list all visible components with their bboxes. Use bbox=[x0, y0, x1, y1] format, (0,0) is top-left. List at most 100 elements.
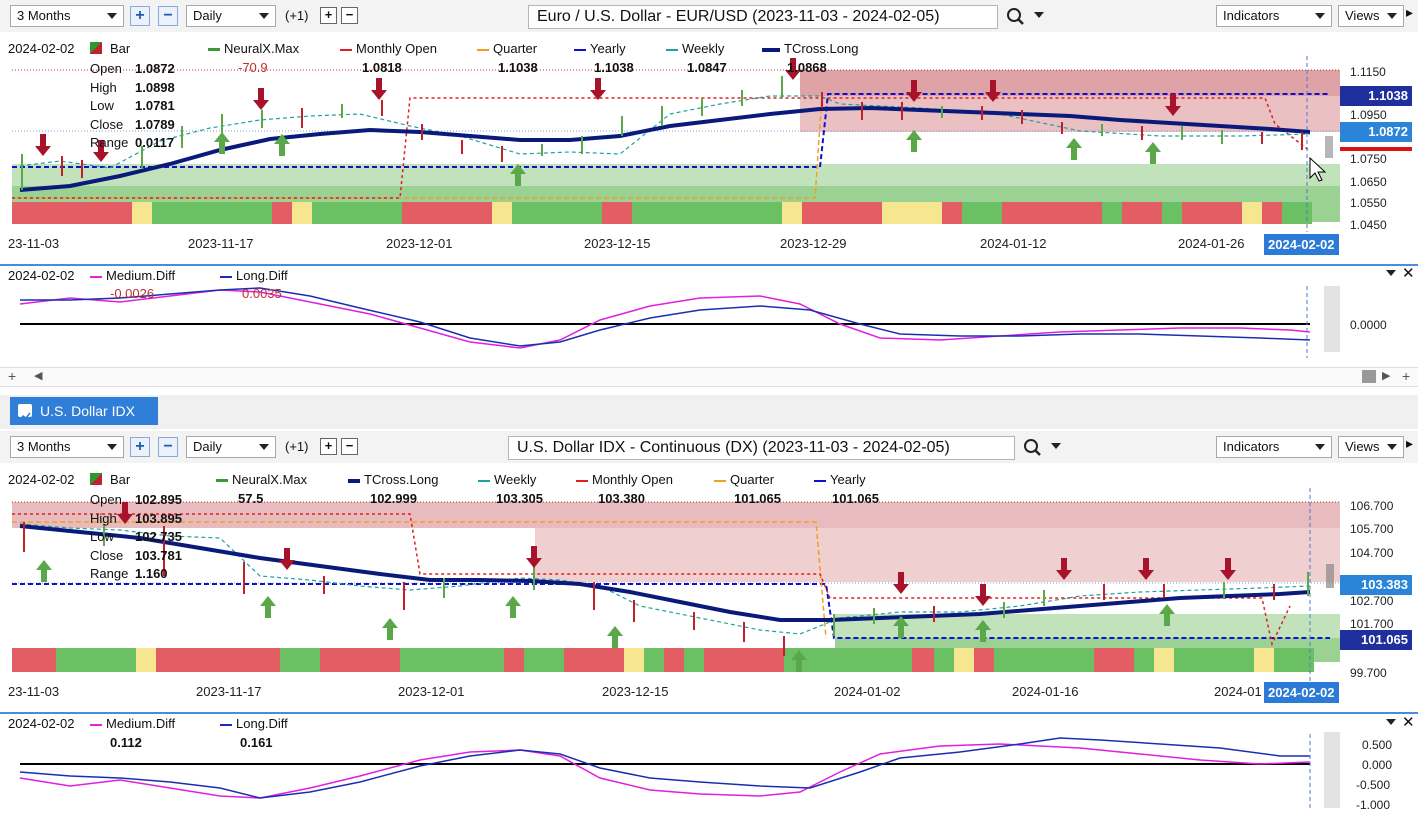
low-value-2: 102.735 bbox=[135, 529, 182, 544]
low-value: 1.0781 bbox=[135, 98, 175, 113]
legend-bar[interactable]: Bar bbox=[90, 41, 130, 56]
period-value-2: 3 Months bbox=[17, 439, 71, 454]
collapse-icon[interactable] bbox=[1386, 719, 1396, 727]
legend-monthly-open[interactable]: Monthly Open bbox=[340, 41, 437, 56]
views-button-2[interactable]: Views bbox=[1338, 436, 1404, 458]
sub-y-tick: -0.500 bbox=[1356, 778, 1391, 792]
legend-long-label: Long.Diff bbox=[236, 268, 288, 283]
legend-tcross[interactable]: TCross.Long bbox=[762, 41, 858, 56]
legend-tcross-2[interactable]: TCross.Long bbox=[348, 472, 438, 487]
zoom-out-button[interactable]: − bbox=[158, 6, 178, 26]
x-tick: 2023-11-17 bbox=[188, 236, 254, 251]
indicators-button-2[interactable]: Indicators bbox=[1216, 436, 1332, 458]
x-tick: 23-11-03 bbox=[8, 684, 60, 699]
period-value: 3 Months bbox=[17, 8, 71, 23]
legend-weekly-label-2: Weekly bbox=[494, 472, 537, 487]
more-icon[interactable]: ▸ bbox=[1406, 435, 1414, 451]
add-bar-button[interactable]: + bbox=[320, 7, 337, 24]
legend-medium-diff-2[interactable]: Medium.Diff bbox=[90, 716, 175, 731]
price-tag-yearly: 1.1038 bbox=[1340, 86, 1412, 106]
scroll-right-icon[interactable]: ▶ bbox=[1382, 370, 1391, 382]
eurusd-price-chart[interactable] bbox=[0, 36, 1418, 264]
neuralx-value: -70.9 bbox=[238, 60, 268, 75]
x-tick: 2023-11-17 bbox=[196, 684, 262, 699]
close-value-2: 103.781 bbox=[135, 547, 182, 563]
scroll-thumb[interactable] bbox=[1362, 370, 1376, 383]
search-icon[interactable] bbox=[1022, 438, 1046, 458]
zoom-out-button-2[interactable]: − bbox=[158, 437, 178, 457]
quarter-value: 1.1038 bbox=[498, 60, 538, 75]
legend-weekly-label: Weekly bbox=[682, 41, 725, 56]
high-value: 1.0898 bbox=[135, 79, 175, 95]
chart-window-icon bbox=[18, 404, 32, 421]
dx-diff-chart[interactable] bbox=[0, 716, 1418, 815]
eurusd-diff-chart[interactable] bbox=[0, 268, 1418, 368]
legend-medium-diff[interactable]: Medium.Diff bbox=[90, 268, 175, 283]
range-label-2: Range bbox=[90, 566, 129, 581]
medium-diff-value: -0.0026 bbox=[110, 286, 155, 301]
x-tick: 2023-12-29 bbox=[780, 236, 847, 251]
remove-bar-button-2[interactable]: − bbox=[341, 438, 358, 455]
zoom-in-button[interactable]: + bbox=[130, 6, 150, 26]
legend-quarter[interactable]: Quarter bbox=[477, 41, 537, 56]
legend-yearly-2[interactable]: Yearly bbox=[814, 472, 866, 487]
period-select-2[interactable]: 3 Months bbox=[10, 436, 124, 458]
legend-medium-label-2: Medium.Diff bbox=[106, 716, 176, 731]
close-icon[interactable]: ✕ bbox=[1402, 265, 1415, 282]
legend-long-diff-2[interactable]: Long.Diff bbox=[220, 716, 288, 731]
remove-bar-button[interactable]: − bbox=[341, 7, 358, 24]
low-label: Low bbox=[90, 98, 114, 113]
scroll-left-icon[interactable]: ◀ bbox=[34, 370, 43, 382]
close-label: Close bbox=[90, 116, 124, 132]
y-tick: 99.700 bbox=[1350, 666, 1387, 680]
add-bar-button-2[interactable]: + bbox=[320, 438, 337, 455]
tab-dollar-index[interactable]: U.S. Dollar IDX (DX) bbox=[10, 397, 158, 447]
chevron-down-icon[interactable] bbox=[1051, 443, 1061, 451]
price-marker-line bbox=[1340, 147, 1412, 151]
close-icon[interactable]: ✕ bbox=[1402, 714, 1415, 731]
legend-neuralx[interactable]: NeuralX.Max bbox=[208, 41, 299, 56]
tcross-value: 1.0868 bbox=[787, 60, 827, 75]
x-tick: 2024-01 bbox=[1214, 684, 1262, 699]
zoom-in-button-2[interactable]: + bbox=[130, 437, 150, 457]
window-tab-bar: U.S. Dollar IDX (DX) bbox=[0, 395, 1418, 447]
interval-select-2[interactable]: Daily bbox=[186, 436, 276, 458]
add-pane-icon[interactable]: + bbox=[8, 368, 17, 384]
legend-monthly-open-2[interactable]: Monthly Open bbox=[576, 472, 673, 487]
legend-neuralx-2[interactable]: NeuralX.Max bbox=[216, 472, 307, 487]
legend-medium-label: Medium.Diff bbox=[106, 268, 176, 283]
horizontal-scrollbar[interactable]: + ◀ ▶ + bbox=[0, 367, 1418, 387]
legend-long-diff[interactable]: Long.Diff bbox=[220, 268, 288, 283]
legend-weekly[interactable]: Weekly bbox=[666, 41, 724, 56]
low-label-2: Low bbox=[90, 529, 114, 544]
chevron-down-icon[interactable] bbox=[1034, 12, 1044, 20]
period-select[interactable]: 3 Months bbox=[10, 5, 124, 27]
legend-neuralx-label: NeuralX.Max bbox=[224, 41, 300, 56]
ohlc-box-2: Open 102.895 High 103.895 Low 102.735 Close… bbox=[90, 491, 182, 584]
yearly-value: 1.1038 bbox=[594, 60, 634, 75]
dx-price-chart[interactable] bbox=[0, 466, 1418, 710]
add-pane-right-icon[interactable]: + bbox=[1402, 368, 1411, 384]
pane-divider-2[interactable] bbox=[0, 712, 1418, 714]
x-tick: 2023-12-01 bbox=[386, 236, 453, 251]
price-tag-yearly-2: 101.065 bbox=[1340, 630, 1412, 650]
chart-title[interactable]: Euro / U.S. Dollar - EUR/USD (2023-11-03… bbox=[528, 5, 998, 29]
search-icon[interactable] bbox=[1005, 7, 1029, 27]
high-label: High bbox=[90, 79, 117, 95]
indicators-button[interactable]: Indicators bbox=[1216, 5, 1332, 27]
long-diff-value: 0.0035 bbox=[242, 286, 282, 301]
x-tick: 2023-12-15 bbox=[584, 236, 651, 251]
legend-quarter-2[interactable]: Quarter bbox=[714, 472, 774, 487]
collapse-icon[interactable] bbox=[1386, 270, 1396, 278]
views-button[interactable]: Views bbox=[1338, 5, 1404, 27]
legend-weekly-2[interactable]: Weekly bbox=[478, 472, 536, 487]
legend-long-label-2: Long.Diff bbox=[236, 716, 288, 731]
more-icon[interactable]: ▸ bbox=[1406, 4, 1414, 20]
x-tick: 2023-12-01 bbox=[398, 684, 465, 699]
chart-title-2[interactable]: U.S. Dollar IDX - Continuous (DX) (2023-… bbox=[508, 436, 1015, 460]
range-label: Range bbox=[90, 135, 129, 150]
legend-bar-2[interactable]: Bar bbox=[90, 472, 130, 487]
legend-yearly[interactable]: Yearly bbox=[574, 41, 626, 56]
interval-select[interactable]: Daily bbox=[186, 5, 276, 27]
pane-divider[interactable] bbox=[0, 264, 1418, 266]
